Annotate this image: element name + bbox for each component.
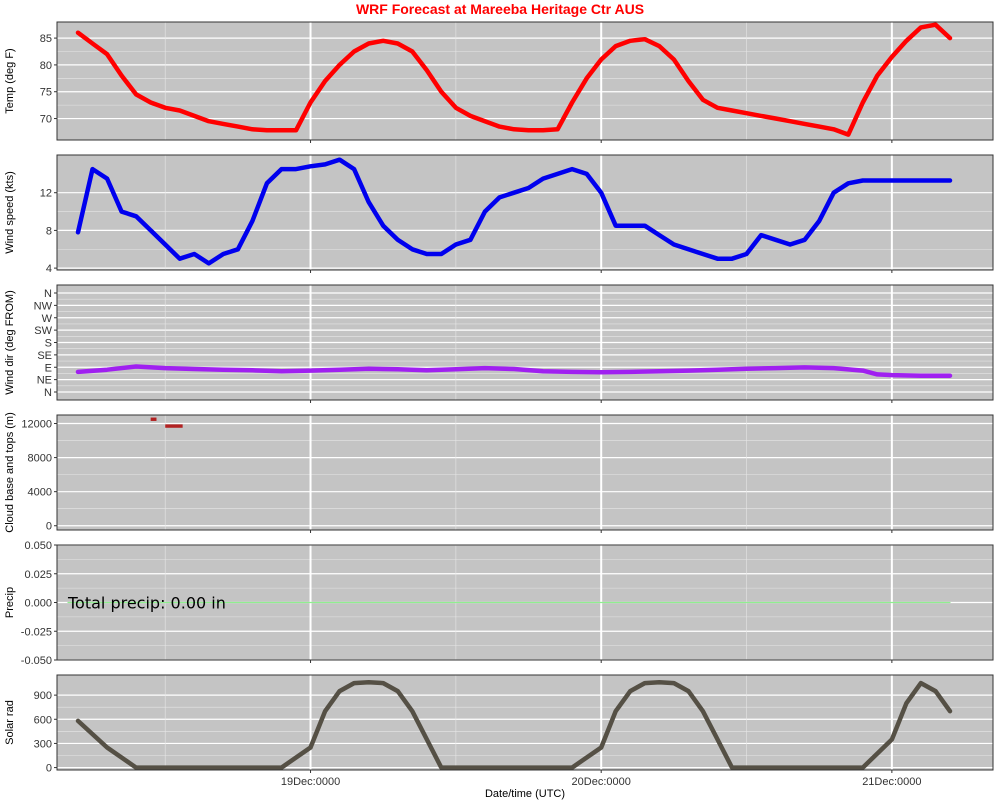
- y-axis-title: Wind speed (kts): [4, 171, 16, 254]
- x-tick-label: 19Dec:0000: [281, 776, 340, 788]
- y-tick-label: 4000: [28, 487, 52, 499]
- panel-frame: [56, 414, 994, 531]
- series-line: [75, 679, 953, 770]
- y-tick-label: E: [45, 362, 52, 374]
- panel-frame: [56, 154, 994, 271]
- y-tick-label: 8: [46, 225, 52, 237]
- y-tick-label: NW: [34, 300, 53, 312]
- y-tick-label: 8000: [28, 453, 52, 465]
- y-axis-title: Precip: [4, 587, 16, 618]
- precip-annotation: Total precip: 0.00 in: [67, 594, 226, 613]
- x-tick-label: 20Dec:0000: [572, 776, 631, 788]
- x-axis-title: Date/time (UTC): [485, 788, 565, 800]
- y-tick-label: SE: [37, 350, 52, 362]
- x-tick-label: 21Dec:0000: [862, 776, 921, 788]
- y-tick-label: 85: [40, 33, 52, 45]
- series-line: [75, 22, 953, 137]
- panel-frame: [56, 284, 994, 401]
- panel-1: 4 8 12 Wind speed (kts): [4, 154, 994, 275]
- y-tick-label: 12: [40, 188, 52, 200]
- y-axis-title: Solar rad: [4, 700, 16, 745]
- y-tick-label: 80: [40, 60, 52, 72]
- y-tick-label: 0: [46, 763, 52, 775]
- panel-frame: [56, 544, 994, 661]
- y-tick-label: S: [45, 338, 52, 350]
- panel-background: [57, 155, 993, 270]
- y-tick-label: -0.025: [21, 626, 52, 638]
- panel-0: 70 75 80 85 Temp (deg F): [4, 21, 994, 143]
- y-tick-label: SW: [34, 325, 52, 337]
- y-tick-label: 300: [34, 738, 52, 750]
- y-tick-label: 600: [34, 714, 52, 726]
- panel-background: [57, 675, 993, 770]
- y-tick-label: 0.050: [24, 540, 52, 552]
- figure-title: WRF Forecast at Mareeba Heritage Ctr AUS: [355, 1, 645, 17]
- y-axis-title: Temp (deg F): [4, 48, 16, 113]
- panel-3: 0 4000 8000 12000 Cloud base and tops (m): [4, 412, 994, 533]
- y-tick-label: 0.025: [24, 569, 52, 581]
- panel-5: 0 300 600 900 Solar rad: [4, 674, 994, 775]
- y-tick-label: W: [42, 313, 53, 325]
- y-tick-label: 4: [46, 263, 52, 275]
- y-tick-label: 75: [40, 87, 52, 99]
- y-tick-label: 70: [40, 114, 52, 126]
- panel-4: -0.050 -0.025 0.000 0.025 0.050 Precip Total p…: [4, 540, 994, 667]
- y-tick-label: -0.050: [21, 655, 52, 667]
- y-tick-label: N: [44, 387, 52, 399]
- y-tick-label: 12000: [21, 419, 52, 431]
- y-axis-title: Cloud base and tops (m): [4, 412, 16, 532]
- y-tick-label: N: [44, 288, 52, 300]
- series-line: [75, 364, 953, 378]
- y-tick-label: 900: [34, 690, 52, 702]
- y-tick-label: 0.000: [24, 598, 52, 610]
- y-tick-label: 0: [46, 521, 52, 533]
- cloud-bar: [165, 424, 183, 428]
- panel-frame: [56, 21, 994, 141]
- cloud-bar: [150, 417, 157, 421]
- panel-frame: [56, 674, 994, 771]
- y-tick-label: NE: [37, 375, 52, 387]
- panel-background: [57, 415, 993, 530]
- y-axis-title: Wind dir (deg FROM): [4, 290, 16, 395]
